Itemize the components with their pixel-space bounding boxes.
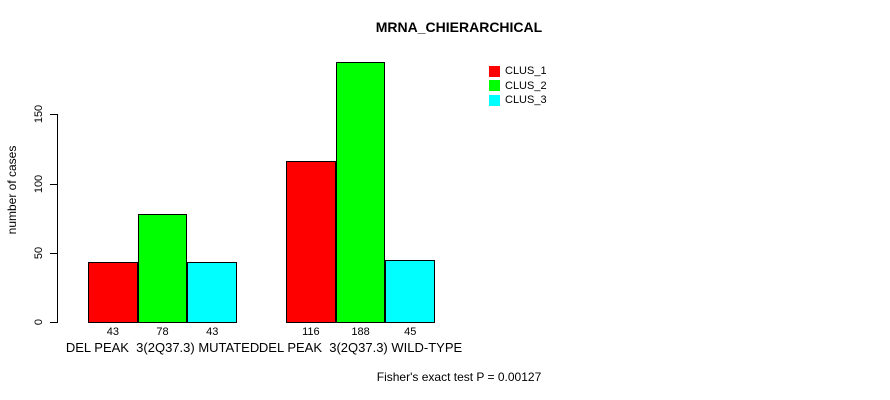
legend-swatch-icon (489, 94, 500, 106)
y-axis-tick-label: 50 (33, 246, 45, 259)
y-axis-tick (50, 114, 57, 116)
y-axis-tick-label: 100 (33, 174, 45, 193)
legend-item-clus_1: CLUS_1 (489, 64, 547, 79)
bar-value-label: 43 (206, 326, 219, 338)
y-axis-tick-label: 0 (33, 318, 45, 326)
bar-clus_1-group1 (88, 262, 138, 323)
chart-legend: CLUS_1 CLUS_2 CLUS_3 (489, 64, 547, 108)
bar-value-label: 116 (302, 326, 320, 338)
bar-clus_3-group1 (187, 262, 238, 323)
y-axis-title: number of cases (5, 145, 19, 235)
bar-clus_2-group2 (335, 61, 386, 323)
chart-title: MRNA_CHIERARCHICAL (375, 19, 543, 35)
bar-clus_2-group1 (137, 213, 188, 323)
bar-value-label: 43 (106, 326, 119, 338)
y-axis-tick (50, 252, 57, 254)
y-axis-line (57, 114, 58, 323)
y-axis-tick (50, 183, 57, 185)
legend-label: CLUS_2 (505, 79, 547, 92)
legend-item-clus_3: CLUS_3 (489, 93, 547, 108)
legend-label: CLUS_3 (505, 94, 547, 107)
bar-clus_1-group2 (286, 161, 336, 323)
legend-swatch-icon (489, 65, 500, 77)
legend-item-clus_2: CLUS_2 (489, 79, 547, 94)
bar-clus_3-group2 (385, 259, 436, 323)
x-category-label: DEL PEAK 3(2Q37.3) MUTATED (65, 340, 260, 355)
y-axis-tick-label: 150 (33, 105, 45, 124)
bar-value-label: 45 (404, 326, 417, 338)
x-category-label: DEL PEAK 3(2Q37.3) WILD-TYPE (258, 340, 463, 355)
bar-value-label: 188 (351, 326, 370, 338)
y-axis-tick (50, 322, 57, 323)
legend-label: CLUS_1 (505, 65, 547, 78)
legend-swatch-icon (489, 80, 500, 92)
bar-value-label: 78 (156, 326, 169, 338)
fisher-test-annotation: Fisher's exact test P = 0.00127 (376, 370, 542, 384)
